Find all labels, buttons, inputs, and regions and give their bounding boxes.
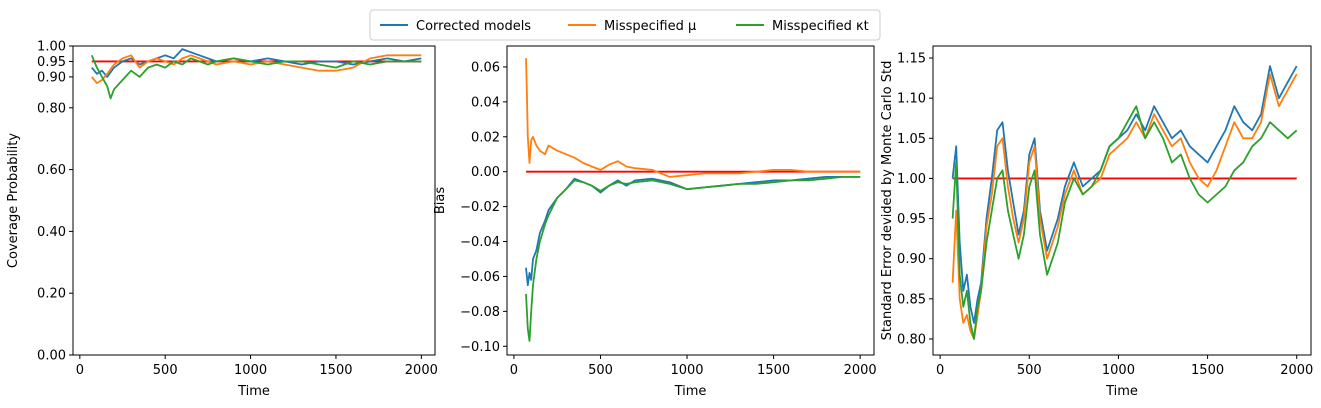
y-axis-label: Coverage Probability	[6, 133, 21, 268]
y-tick-label: 0.95	[37, 55, 66, 70]
y-tick-label: −0.02	[460, 200, 500, 215]
axes-frame	[506, 45, 875, 356]
y-tick-label: 0.85	[897, 292, 926, 307]
series-line-kappa	[90, 54, 422, 100]
series-line-corrected	[525, 175, 861, 287]
y-axis-label: Bias	[433, 187, 448, 214]
y-tick-label: 0.90	[897, 252, 926, 267]
x-tick-label: 500	[1017, 363, 1042, 378]
y-tick-label: 0.00	[37, 349, 66, 364]
y-tick-label: −0.08	[460, 305, 500, 320]
series-line-corrected	[91, 48, 422, 78]
y-tick-label: 1.10	[897, 92, 926, 107]
legend-label-mu: Misspecified μ	[604, 19, 696, 34]
y-tick-label: 1.15	[897, 52, 926, 67]
legend-label-corrected: Corrected models	[416, 19, 531, 34]
y-tick-label: 1.05	[897, 132, 926, 147]
y-axis-label: Standard Error devided by Monte Carlo St…	[880, 61, 895, 341]
y-tick-label: 0.90	[37, 70, 66, 85]
x-tick-label: 500	[588, 363, 613, 378]
axes-frame	[932, 45, 1312, 356]
panel-2: 0 500 1000 1500 2000 −0.10 −0.08 −0.06 −0.04 −0.0…	[433, 45, 877, 399]
x-axis-label: Time	[674, 384, 707, 399]
x-tick-label: 0	[76, 363, 84, 378]
panel-1: 0 500 1000 1500 2000 0.00 0.20 0.40 0.60 0.80 0.90…	[6, 40, 438, 400]
y-tick-label: 0.40	[37, 225, 66, 240]
x-tick-label: 0	[510, 363, 518, 378]
y-tick-label: 1.00	[37, 40, 66, 55]
series-line-kappa	[951, 105, 1298, 340]
y-tick-label: 1.00	[897, 172, 926, 187]
x-tick-label: 1500	[319, 363, 352, 378]
legend: Corrected models Misspecified μ Misspeci…	[369, 9, 881, 41]
y-tick-label: −0.06	[460, 270, 500, 285]
y-tick-label: 0.60	[37, 163, 66, 178]
x-tick-label: 1000	[234, 363, 267, 378]
series-line-kappa	[525, 175, 861, 342]
y-tick-label: 0.95	[897, 212, 926, 227]
x-tick-label: 500	[153, 363, 178, 378]
x-tick-label: 1500	[757, 363, 790, 378]
y-tick-label: −0.10	[460, 340, 500, 355]
y-tick-label: 0.80	[897, 332, 926, 347]
series-line-mu	[91, 54, 422, 84]
y-tick-label: 0.02	[471, 130, 500, 145]
y-tick-label: −0.04	[460, 235, 500, 250]
legend-frame	[369, 9, 881, 41]
x-tick-label: 0	[936, 363, 944, 378]
y-tick-label: 0.04	[471, 95, 500, 110]
series-line-corrected	[951, 65, 1298, 324]
y-tick-label: 0.06	[471, 60, 500, 75]
x-tick-label: 2000	[1280, 363, 1313, 378]
x-tick-label: 2000	[844, 363, 877, 378]
x-tick-label: 1000	[670, 363, 703, 378]
y-tick-label: 0.00	[471, 165, 500, 180]
x-tick-label: 2000	[405, 363, 438, 378]
panel-3: 0 500 1000 1500 2000 0.80 0.85 0.90 0.95 1.00 1.05…	[880, 45, 1313, 399]
x-tick-label: 1500	[1191, 363, 1224, 378]
y-tick-label: 0.80	[37, 101, 66, 116]
series-line-mu	[951, 73, 1298, 340]
x-tick-label: 1000	[1102, 363, 1135, 378]
axes-frame	[72, 45, 436, 356]
panels: 0 500 1000 1500 2000 0.00 0.20 0.40 0.60 0.80 0.90…	[6, 40, 1313, 400]
x-axis-label: Time	[237, 384, 270, 399]
x-axis-label: Time	[1105, 384, 1138, 399]
series-line-mu	[525, 58, 861, 178]
legend-label-kappa: Misspecified κt	[772, 19, 869, 34]
y-tick-label: 0.20	[37, 287, 66, 302]
